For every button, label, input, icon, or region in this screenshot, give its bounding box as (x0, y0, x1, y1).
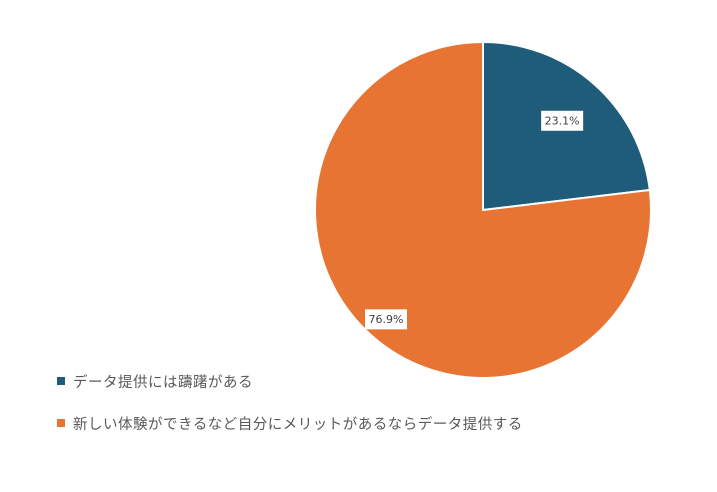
legend-item-data-hesitant: データ提供には躊躇がある (57, 366, 523, 396)
chart-legend: データ提供には躊躇がある 新しい体験ができるなど自分にメリットがあるならデータ提… (57, 366, 523, 450)
pie-data-labels: 23.1% 76.9% (364, 110, 584, 330)
legend-swatch-provide-if-benefit (57, 419, 65, 427)
legend-label-provide-if-benefit: 新しい体験ができるなど自分にメリットがあるならデータ提供する (73, 416, 523, 433)
data-label-box-data-hesitant (541, 110, 584, 131)
pie-slice-provide-if-benefit (314, 40, 652, 379)
legend-swatch-data-hesitant (57, 377, 65, 385)
data-label-data-hesitant: 23.1% (541, 110, 584, 131)
data-label-text-provide-if-benefit: 76.9% (369, 313, 404, 326)
legend-item-provide-if-benefit: 新しい体験ができるなど自分にメリットがあるならデータ提供する (57, 408, 523, 438)
data-label-box-provide-if-benefit (364, 309, 407, 330)
data-label-text-data-hesitant: 23.1% (545, 114, 580, 127)
data-label-provide-if-benefit: 76.9% (364, 309, 407, 330)
legend-label-data-hesitant: データ提供には躊躇がある (73, 374, 253, 391)
